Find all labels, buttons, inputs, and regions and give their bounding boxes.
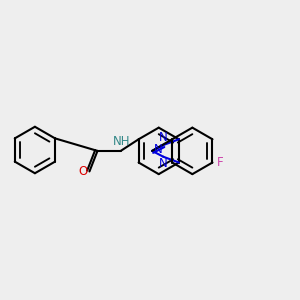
Text: F: F — [217, 156, 224, 169]
Text: O: O — [79, 165, 88, 178]
Text: N: N — [158, 158, 167, 170]
Text: NH: NH — [112, 136, 130, 148]
Text: N: N — [158, 131, 167, 144]
Text: N: N — [154, 142, 162, 156]
